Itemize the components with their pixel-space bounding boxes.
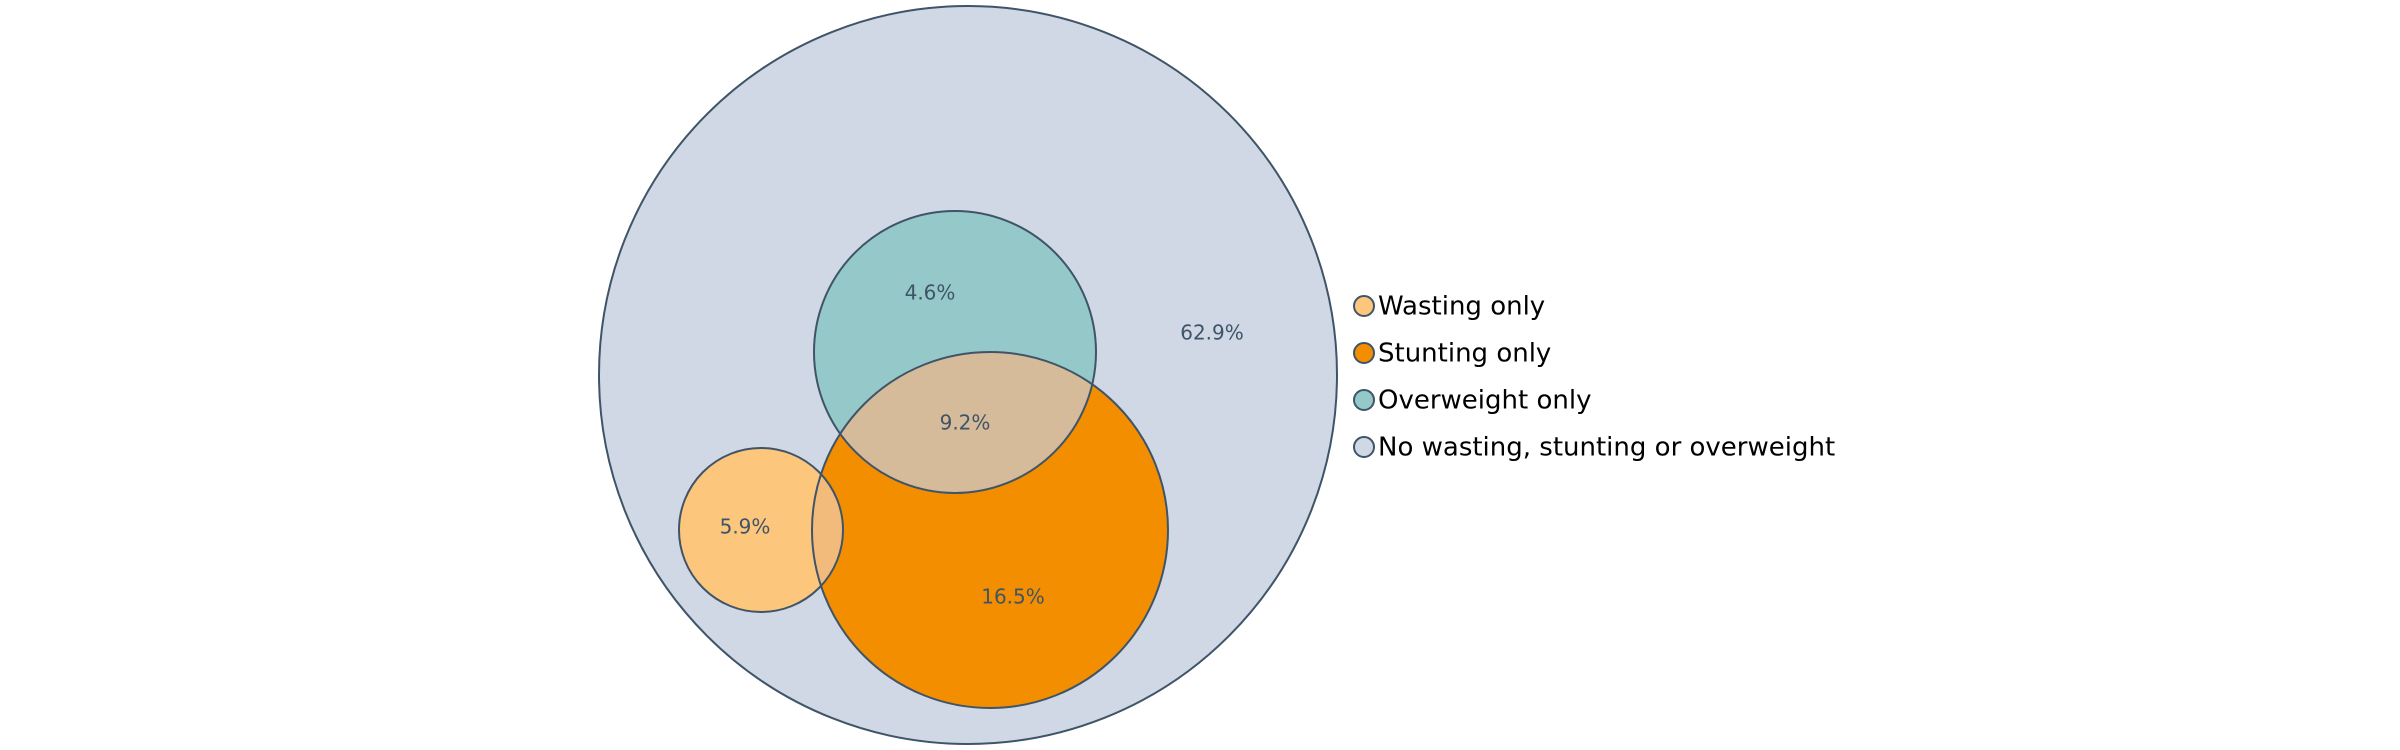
region-label-stunting-overweight: 9.2% [940, 411, 991, 435]
circle-wasting [679, 448, 843, 612]
legend-label-stunting: Stunting only [1378, 339, 1551, 369]
legend-swatch-wasting [1353, 295, 1375, 317]
legend-item-none: No wasting, stunting or overweight [1353, 433, 1835, 463]
legend-label-overweight: Overweight only [1378, 386, 1591, 416]
legend-item-overweight: Overweight only [1353, 386, 1591, 416]
legend-swatch-stunting [1353, 342, 1375, 364]
region-label-wasting: 5.9% [720, 515, 771, 539]
legend-swatch-overweight [1353, 389, 1375, 411]
outline-wasting [678, 447, 844, 613]
region-label-none: 62.9% [1180, 321, 1244, 345]
legend-label-none: No wasting, stunting or overweight [1378, 433, 1835, 463]
region-label-overweight: 4.6% [905, 281, 956, 305]
outline-overweight [813, 210, 1097, 494]
legend-label-wasting: Wasting only [1378, 292, 1545, 322]
region-label-stunting: 16.5% [981, 585, 1045, 609]
legend-item-stunting: Stunting only [1353, 339, 1551, 369]
legend: Wasting only Stunting only Overweight on… [1353, 292, 1835, 463]
legend-item-wasting: Wasting only [1353, 292, 1545, 322]
legend-swatch-none [1353, 436, 1375, 458]
outline-stunting [811, 351, 1169, 709]
overlap-stunting-overweight [814, 352, 1096, 493]
